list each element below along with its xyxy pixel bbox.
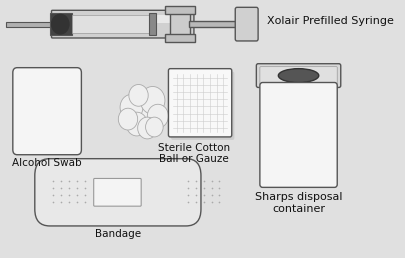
Circle shape xyxy=(147,104,168,128)
Circle shape xyxy=(145,117,163,137)
Circle shape xyxy=(137,117,157,139)
Text: Xolair Prefilled Syringe: Xolair Prefilled Syringe xyxy=(266,16,393,26)
Text: Sterile Cotton
Ball or Gauze: Sterile Cotton Ball or Gauze xyxy=(158,143,229,164)
Circle shape xyxy=(128,94,159,130)
FancyBboxPatch shape xyxy=(171,72,234,140)
Circle shape xyxy=(51,14,69,34)
FancyBboxPatch shape xyxy=(259,83,337,187)
FancyBboxPatch shape xyxy=(259,67,337,84)
Bar xyxy=(63,15,177,23)
Bar xyxy=(6,22,58,27)
Bar xyxy=(188,21,248,27)
Bar xyxy=(50,13,72,35)
Circle shape xyxy=(140,86,164,114)
Text: Sharps disposal
container: Sharps disposal container xyxy=(254,192,341,214)
Circle shape xyxy=(118,108,137,130)
FancyBboxPatch shape xyxy=(243,9,249,39)
FancyBboxPatch shape xyxy=(256,64,340,87)
FancyBboxPatch shape xyxy=(51,10,194,38)
Circle shape xyxy=(128,84,148,106)
Text: Bandage: Bandage xyxy=(95,229,141,239)
Text: Alcohol Swab: Alcohol Swab xyxy=(12,158,82,168)
FancyBboxPatch shape xyxy=(13,68,81,155)
Bar xyxy=(164,6,194,14)
FancyBboxPatch shape xyxy=(234,7,258,41)
Bar xyxy=(170,8,189,40)
Circle shape xyxy=(126,112,147,136)
Circle shape xyxy=(120,94,143,120)
Bar xyxy=(149,13,156,35)
Bar xyxy=(72,15,151,33)
FancyBboxPatch shape xyxy=(168,69,231,137)
Ellipse shape xyxy=(278,69,318,83)
FancyBboxPatch shape xyxy=(94,179,141,206)
Bar xyxy=(164,34,194,42)
FancyBboxPatch shape xyxy=(35,159,200,226)
